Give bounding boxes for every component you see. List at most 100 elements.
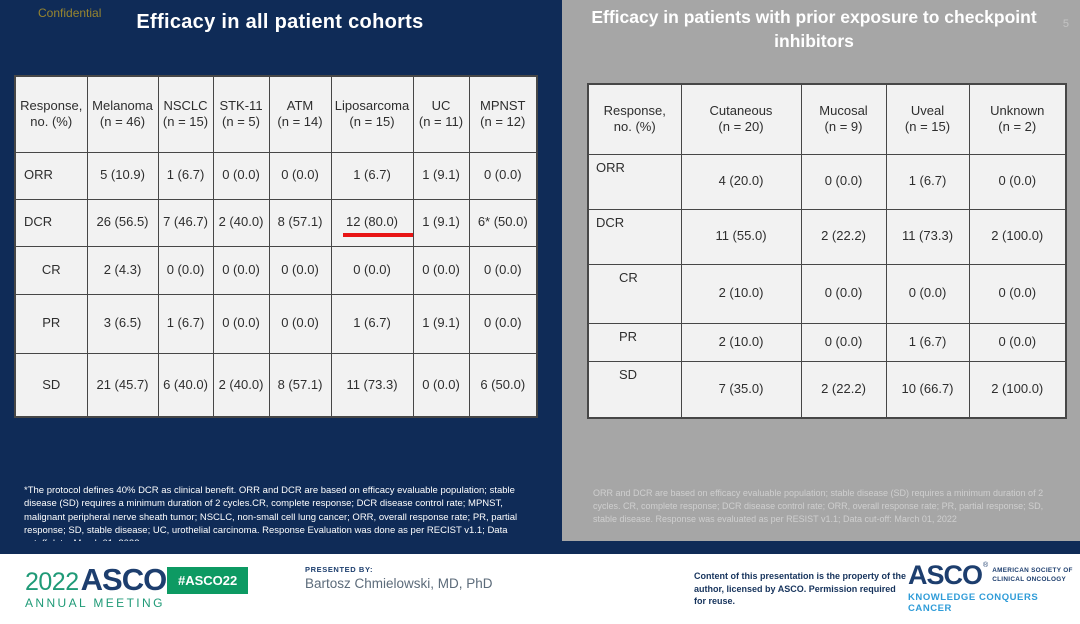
slide-number: 5 [1062,18,1069,30]
row-label: DCR [587,208,682,265]
table-cell: 21 (45.7) [86,352,159,418]
table-cell: 0 (0.0) [268,293,332,354]
table-cell: 10 (66.7) [885,360,970,419]
table-cell: 2 (40.0) [212,352,270,418]
table-cell: 6 (40.0) [157,352,214,418]
red-underlined-value: 12 (80.0) [342,214,412,237]
all-cohorts-table: Response, no. (%) Melanoma (n = 46) NSCLC(… [14,75,538,418]
table-cell: 7 (46.7) [157,198,214,247]
table-cell: 11 (73.3) [885,208,970,265]
table-cell: 7 (35.0) [680,360,802,419]
table-cell: 1 (6.7) [885,322,970,362]
table-cell: 0 (0.0) [468,245,538,295]
column-header: Melanoma (n = 46) [86,75,159,153]
table-cell: 0 (0.0) [212,245,270,295]
table-cell: 0 (0.0) [800,263,887,324]
checkpoint-inhibitor-table: Response, no. (%) Cutaneous (n = 20) Mucos… [587,83,1067,419]
column-header: Response, no. (%) [587,83,682,155]
meeting-year: 2022 [25,568,79,596]
table-row: ORR 5 (10.9) 1 (6.7) 0 (0.0) 0 (0.0) 1 (… [14,151,538,200]
registered-mark: ® [983,562,989,569]
asco-society-logo: ASCO ® AMERICAN SOCIETY OF CLINICAL ONCO… [908,560,1080,614]
table-cell: 0 (0.0) [468,151,538,200]
right-slide-title: Efficacy in patients with prior exposure… [591,7,1037,51]
table-row: ORR 4 (20.0) 0 (0.0) 1 (6.7) 0 (0.0) [587,153,1067,210]
column-header: Cutaneous (n = 20) [680,83,802,155]
row-label: SD [587,360,682,419]
table-cell: 8 (57.1) [268,198,332,247]
table-cell: 4 (20.0) [680,153,802,210]
row-label: CR [14,245,88,295]
copyright-notice: Content of this presentation is the prop… [694,571,907,607]
table-cell: 11 (73.3) [330,352,414,418]
table-cell: 0 (0.0) [800,322,887,362]
row-label: DCR [14,198,88,247]
table-cell: 0 (0.0) [800,153,887,210]
table-header-row: Response, no. (%) Melanoma (n = 46) NSCLC(… [14,75,538,153]
right-footnote: ORR and DCR are based on efficacy evalua… [593,488,1044,524]
column-header: UC (n = 11) [412,75,470,153]
table-row: DCR 11 (55.0) 2 (22.2) 11 (73.3) 2 (100.… [587,208,1067,265]
table-header-row: Response, no. (%) Cutaneous (n = 20) Mucos… [587,83,1067,155]
table-cell: 0 (0.0) [212,293,270,354]
presenter-name: Bartosz Chmielowski, MD, PhD [305,576,493,591]
asco-2022-meeting-logo: 2022 ASCO ® ANNUAL MEETING [25,562,173,610]
table-row: SD 21 (45.7) 6 (40.0) 2 (40.0) 8 (57.1) … [14,352,538,418]
table-cell: 2 (10.0) [680,322,802,362]
table-cell: 0 (0.0) [157,245,214,295]
table-cell: 0 (0.0) [468,293,538,354]
table-cell: 8 (57.1) [268,352,332,418]
table-cell: 2 (22.2) [800,208,887,265]
left-panel: Confidential Efficacy in all patient coh… [0,0,562,554]
table-cell: 0 (0.0) [268,151,332,200]
table-cell: 1 (9.1) [412,198,470,247]
table-cell: 0 (0.0) [268,245,332,295]
column-header: MPNST (n = 12) [468,75,538,153]
table-cell: 6* (50.0) [468,198,538,247]
table-cell: 5 (10.9) [86,151,159,200]
meeting-name: ANNUAL MEETING [25,596,165,610]
left-slide-title: Efficacy in all patient cohorts [136,11,424,33]
table-row: PR 2 (10.0) 0 (0.0) 1 (6.7) 0 (0.0) [587,322,1067,362]
footer: 2022 ASCO ® ANNUAL MEETING #ASCO22 PRESE… [0,554,1080,624]
table-cell: 2 (40.0) [212,198,270,247]
presented-by-block: PRESENTED BY: Bartosz Chmielowski, MD, P… [305,565,493,591]
asco-tagline: KNOWLEDGE CONQUERS CANCER [908,592,1039,614]
table-cell: 2 (100.0) [968,208,1067,265]
column-header: Uveal (n = 15) [885,83,970,155]
table-cell: 6 (50.0) [468,352,538,418]
table-row: CR 2 (4.3) 0 (0.0) 0 (0.0) 0 (0.0) 0 (0.… [14,245,538,295]
table-cell: 0 (0.0) [412,245,470,295]
table-cell: 0 (0.0) [968,322,1067,362]
table-row: PR 3 (6.5) 1 (6.7) 0 (0.0) 0 (0.0) 1 (6.… [14,293,538,354]
column-header: NSCLC (n = 15) [157,75,214,153]
table-cell-highlighted: 12 (80.0) [330,198,414,247]
row-label: CR [587,263,682,324]
right-panel: 5 Efficacy in patients with prior exposu… [562,0,1080,541]
table-cell: 1 (9.1) [412,293,470,354]
row-label: SD [14,352,88,418]
table-cell: 1 (9.1) [412,151,470,200]
confidential-watermark: Confidential [38,6,102,20]
table-cell: 0 (0.0) [968,153,1067,210]
table-cell: 0 (0.0) [412,352,470,418]
table-cell: 2 (22.2) [800,360,887,419]
asco-wordmark: ASCO [908,560,983,590]
column-header: Response, no. (%) [14,75,88,153]
table-cell: 1 (6.7) [157,151,214,200]
column-header: Unknown (n = 2) [968,83,1067,155]
row-label: PR [587,322,682,362]
table-cell: 3 (6.5) [86,293,159,354]
table-cell: 0 (0.0) [968,263,1067,324]
table-cell: 11 (55.0) [680,208,802,265]
presented-by-label: PRESENTED BY: [305,565,374,574]
table-cell: 1 (6.7) [885,153,970,210]
table-row: DCR 26 (56.5) 7 (46.7) 2 (40.0) 8 (57.1)… [14,198,538,247]
hashtag-badge: #ASCO22 [167,567,249,594]
society-name: AMERICAN SOCIETY OF CLINICAL ONCOLOGY [992,566,1073,583]
table-cell: 1 (6.7) [330,293,414,354]
table-cell: 1 (6.7) [330,151,414,200]
table-row: SD 7 (35.0) 2 (22.2) 10 (66.7) 2 (100.0) [587,360,1067,419]
table-cell: 26 (56.5) [86,198,159,247]
row-label: ORR [587,153,682,210]
